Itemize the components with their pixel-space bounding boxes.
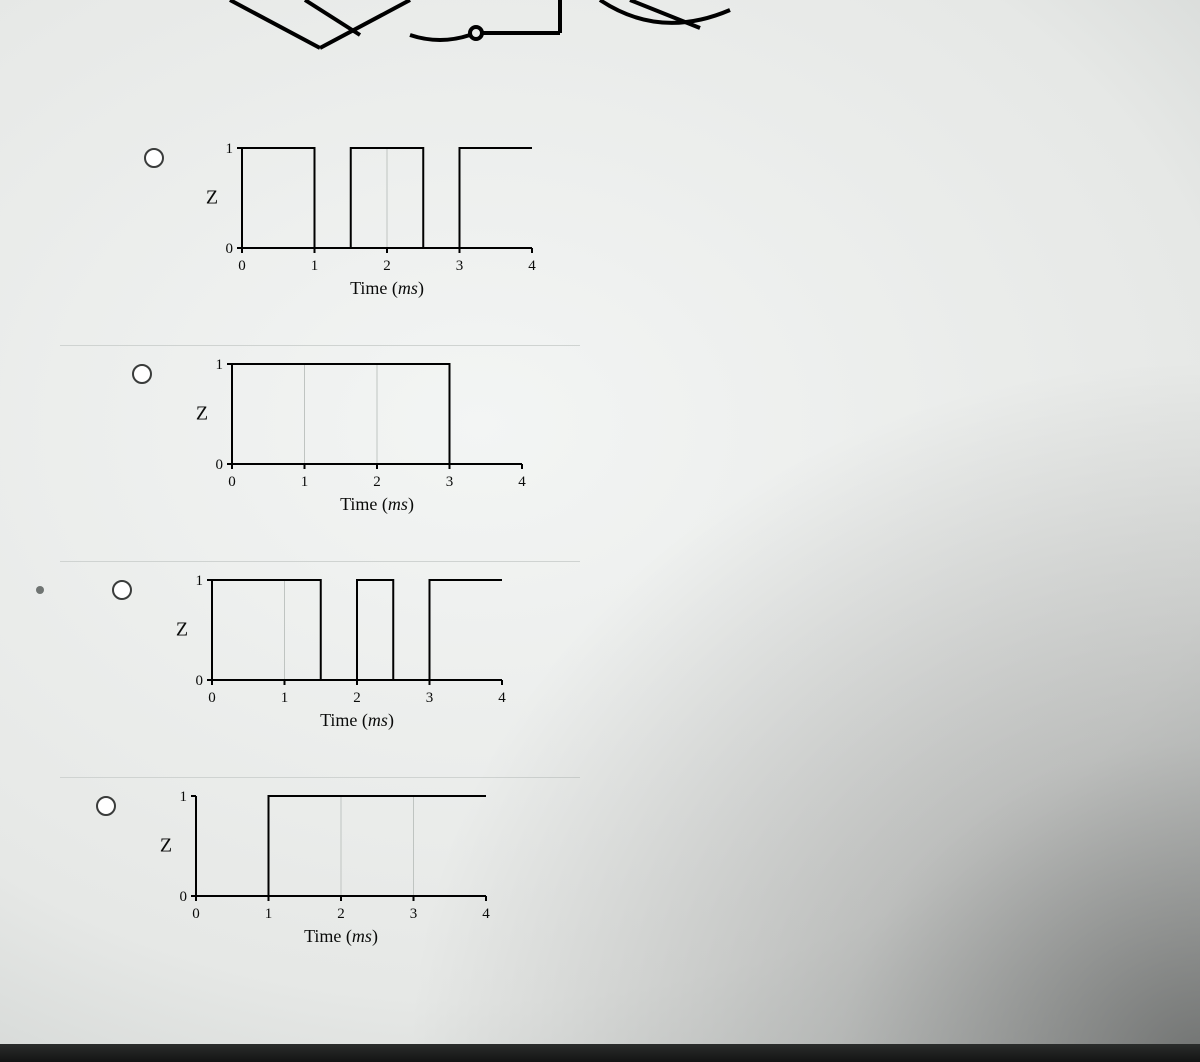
svg-text:3: 3: [426, 690, 434, 706]
selection-hint-dot: [36, 586, 44, 594]
timing-chart-A: Z 0 1 0 1 2 3 4 Time (ms): [200, 138, 560, 323]
svg-text:2: 2: [337, 906, 345, 922]
svg-text:0: 0: [196, 673, 204, 689]
svg-text:0: 0: [208, 690, 216, 706]
svg-text:2: 2: [383, 258, 391, 274]
timing-chart-B: Z 0 1 0 1 2 3 4 Time (ms): [190, 354, 550, 539]
svg-text:Time (ms): Time (ms): [340, 494, 414, 515]
svg-text:1: 1: [226, 141, 234, 157]
svg-text:0: 0: [238, 258, 246, 274]
svg-text:1: 1: [265, 906, 273, 922]
svg-text:0: 0: [180, 889, 188, 905]
ylabel-D: Z: [160, 835, 172, 858]
svg-text:4: 4: [528, 258, 536, 274]
timing-chart-D: Z 0 1 0 1 2 3 4 Time (ms): [154, 786, 514, 971]
svg-text:1: 1: [301, 474, 309, 490]
svg-text:1: 1: [196, 573, 204, 589]
svg-text:1: 1: [281, 690, 289, 706]
svg-text:0: 0: [226, 241, 234, 257]
option-row-A: Z 0 1 0 1 2 3 4 Time (ms): [60, 130, 580, 345]
option-row-C: Z 0 1 0 1 2 3 4 Time (ms): [60, 561, 580, 777]
svg-text:Time (ms): Time (ms): [320, 710, 394, 731]
ylabel-A: Z: [206, 187, 218, 210]
ylabel-C: Z: [176, 619, 188, 642]
option-row-B: Z 0 1 0 1 2 3 4 Time (ms): [60, 345, 580, 561]
ylabel-B: Z: [196, 403, 208, 426]
option-row-D: Z 0 1 0 1 2 3 4 Time (ms): [60, 777, 580, 993]
svg-text:3: 3: [456, 258, 464, 274]
svg-text:3: 3: [446, 474, 454, 490]
circuit-fragment: [0, 0, 1200, 70]
svg-text:4: 4: [518, 474, 526, 490]
answer-radio-B[interactable]: [132, 364, 152, 384]
svg-text:Time (ms): Time (ms): [350, 278, 424, 299]
svg-text:Time (ms): Time (ms): [304, 926, 378, 947]
svg-text:0: 0: [192, 906, 200, 922]
svg-text:0: 0: [216, 457, 224, 473]
svg-text:1: 1: [311, 258, 319, 274]
svg-text:1: 1: [216, 357, 224, 373]
svg-text:2: 2: [373, 474, 381, 490]
svg-text:0: 0: [228, 474, 236, 490]
svg-text:4: 4: [482, 906, 490, 922]
svg-text:2: 2: [353, 690, 361, 706]
svg-text:1: 1: [180, 789, 188, 805]
answer-radio-D[interactable]: [96, 796, 116, 816]
answer-radio-A[interactable]: [144, 148, 164, 168]
svg-text:4: 4: [498, 690, 506, 706]
svg-text:3: 3: [410, 906, 418, 922]
timing-chart-C: Z 0 1 0 1 2 3 4 Time (ms): [170, 570, 530, 755]
answer-radio-C[interactable]: [112, 580, 132, 600]
monitor-bezel: [0, 1044, 1200, 1062]
